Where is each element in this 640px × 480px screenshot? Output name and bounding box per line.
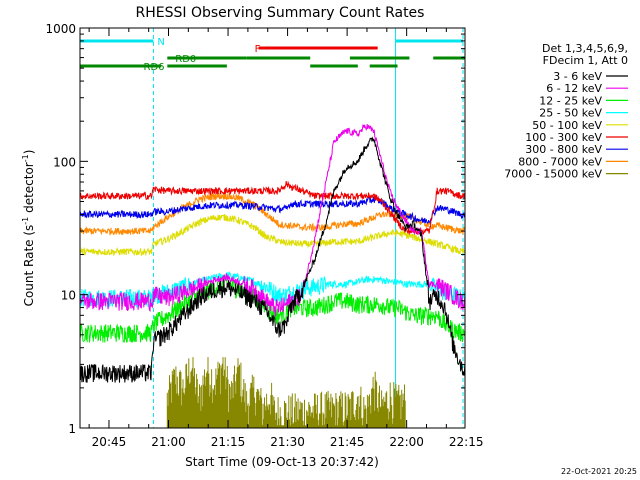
legend-title-1: Det 1,3,4,5,6,9, — [542, 42, 628, 55]
x-tick-label: 22:00 — [389, 435, 424, 449]
y-tick-label: 10 — [61, 289, 76, 303]
legend-entry-label: 800 - 7000 keV — [518, 155, 602, 168]
legend-entry-label: 6 - 12 keV — [546, 82, 602, 95]
plot-frame — [79, 27, 466, 429]
legend-title-2: FDecim 1, Att 0 — [543, 54, 628, 67]
legend-entry-label: 12 - 25 keV — [539, 94, 602, 107]
series-line-50-100-keV — [79, 214, 466, 257]
rd0-label: RD0 — [175, 54, 196, 65]
series-line-6-12-keV — [79, 123, 466, 317]
series-line-7000-15000-keV — [166, 357, 406, 428]
x-tick-label: 21:30 — [270, 435, 305, 449]
y-axis-label-mid: detector — [22, 162, 36, 217]
y-tick-label: 100 — [53, 155, 76, 169]
legend: Det 1,3,4,5,6,9, FDecim 1, Att 0 3 - 6 k… — [504, 42, 628, 181]
x-tick-label: 21:15 — [211, 435, 246, 449]
legend-entry-label: 7000 - 15000 keV — [504, 168, 602, 181]
generation-timestamp: 22-Oct-2021 20:25 — [561, 467, 637, 476]
night-label: N — [157, 37, 164, 48]
y-axis-label-main: Count Rate (s — [22, 225, 36, 307]
legend-entry-label: 3 - 6 keV — [553, 70, 602, 83]
x-tick-label: 22:15 — [449, 435, 484, 449]
legend-entry-label: 100 - 300 keV — [525, 131, 602, 144]
plot-area: N F RD0 RD6 — [79, 28, 466, 428]
x-tick-label: 20:45 — [92, 435, 127, 449]
legend-entry-label: 50 - 100 keV — [532, 119, 602, 132]
y-axis-label-end: ) — [22, 150, 36, 155]
rd6-label: RD6 — [144, 62, 165, 73]
y-tick-label: 1 — [68, 422, 76, 436]
legend-entry-label: 25 - 50 keV — [539, 107, 602, 120]
legend-entry-label: 300 - 800 keV — [525, 143, 602, 156]
series-line-100-300-keV — [79, 181, 466, 235]
axis-ticks: 1 10 100 1000 20:45 21:00 21:15 21:30 21:45 22:00… — [45, 22, 483, 449]
y-axis-label-sup2: -1 — [21, 154, 30, 162]
y-axis-label-sup1: -1 — [21, 217, 30, 225]
series-line-800-7000-keV — [79, 191, 466, 236]
y-tick-label: 1000 — [45, 22, 76, 36]
x-tick-label: 21:45 — [330, 435, 365, 449]
x-axis-label: Start Time (09-Oct-13 20:37:42) — [185, 455, 379, 469]
flare-label: F — [255, 44, 261, 55]
chart-title: RHESSI Observing Summary Count Rates — [136, 5, 425, 21]
x-tick-label: 21:00 — [151, 435, 186, 449]
series-line-3-6-keV — [79, 136, 466, 383]
y-axis-label: Count Rate (s-1 detector-1) — [21, 150, 36, 307]
